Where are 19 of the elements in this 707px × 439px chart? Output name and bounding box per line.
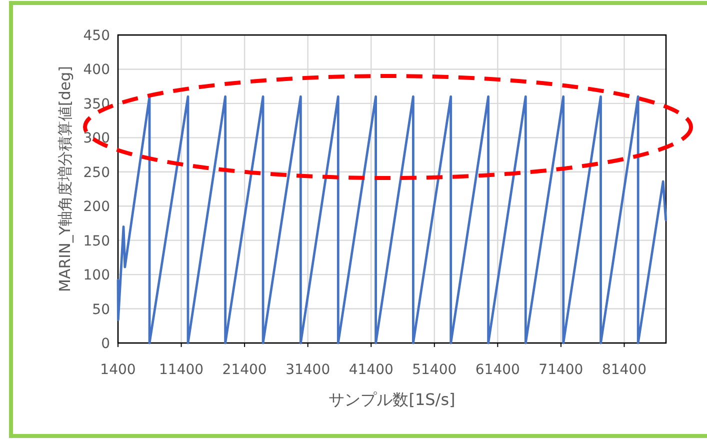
- x-tick-label: 31400: [286, 362, 330, 378]
- x-tick-label: 81400: [602, 362, 647, 378]
- y-tick-label: 250: [83, 164, 110, 181]
- y-tick-label: 50: [92, 302, 110, 318]
- x-tick-label: 51400: [412, 362, 457, 378]
- y-tick-label: 400: [83, 62, 110, 78]
- y-tick-label: 100: [83, 268, 110, 284]
- y-tick-label: 150: [83, 233, 110, 250]
- x-tick-label: 21400: [222, 362, 267, 378]
- x-tick-label: 11400: [159, 362, 204, 378]
- x-tick-label: 61400: [475, 362, 520, 378]
- x-tick-label: 1400: [100, 362, 136, 378]
- x-axis-title: サンプル数[1S/s]: [328, 390, 456, 409]
- y-tick-label: 450: [83, 28, 110, 44]
- x-tick-label: 71400: [538, 362, 584, 378]
- x-tick-label: 41400: [348, 362, 394, 378]
- y-axis-title: MARIN_Y軸角度増分積算値[deg]: [56, 66, 74, 292]
- y-tick-label: 200: [83, 199, 110, 216]
- y-tick-label: 0: [101, 336, 110, 352]
